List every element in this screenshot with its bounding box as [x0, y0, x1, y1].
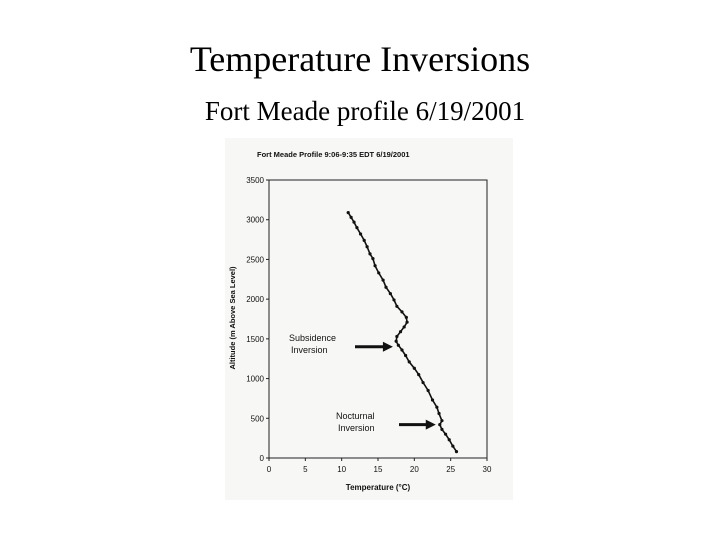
data-point [440, 427, 444, 432]
data-point [358, 232, 363, 236]
data-point [430, 398, 435, 402]
chart-title: Fort Meade Profile 9:06-9:35 EDT 6/19/20… [257, 150, 410, 159]
data-point [381, 278, 385, 282]
x-tick-label: 15 [374, 465, 383, 474]
data-point [377, 271, 381, 275]
data-point [435, 405, 439, 409]
y-tick-label: 3500 [246, 176, 264, 185]
data-point [412, 366, 416, 370]
data-point [349, 215, 353, 219]
data-point [437, 411, 441, 416]
y-tick-label: 2500 [246, 255, 264, 264]
annotation-label: Inversion [338, 423, 375, 433]
y-axis-label: Altitude (m Above Sea Level) [228, 266, 237, 370]
data-point [447, 438, 451, 442]
annotation-arrow-head [425, 419, 436, 430]
data-point [400, 310, 404, 314]
data-point [365, 245, 369, 249]
slide-title: Temperature Inversions [189, 39, 531, 79]
x-tick-label: 0 [267, 465, 272, 474]
data-point [421, 380, 425, 385]
data-point [355, 226, 359, 230]
plot-frame [268, 179, 488, 459]
data-point [384, 285, 388, 289]
x-axis-label: Temperature (°C) [346, 483, 411, 492]
data-point [400, 348, 404, 352]
data-point [368, 252, 372, 256]
annotation-label: Nocturnal [336, 411, 375, 421]
data-point [438, 423, 442, 427]
data-point [417, 373, 421, 377]
x-tick-label: 10 [337, 465, 346, 474]
data-point [402, 325, 406, 329]
x-tick-label: 30 [483, 465, 492, 474]
data-point [395, 334, 399, 339]
annotation-label: Subsidence [289, 333, 336, 343]
data-point [404, 315, 408, 320]
x-tick-label: 25 [446, 465, 455, 474]
y-tick-label: 0 [260, 454, 265, 463]
y-tick-label: 1000 [246, 375, 264, 384]
data-point [371, 257, 375, 261]
data-point [407, 360, 411, 364]
data-point [373, 264, 377, 268]
slide-subtitle: Fort Meade profile 6/19/2001 [204, 96, 526, 126]
annotation-label: Inversion [291, 345, 328, 355]
annotation-arrow-head [382, 341, 393, 352]
data-point [394, 339, 398, 343]
x-tick-label: 5 [303, 465, 308, 474]
data-point [388, 291, 392, 296]
data-point [451, 444, 455, 448]
data-point [405, 320, 409, 324]
data-point [404, 353, 408, 358]
data-point [426, 388, 430, 393]
data-point [398, 330, 403, 334]
data-point [454, 450, 459, 454]
y-tick-label: 1500 [246, 335, 264, 344]
temperature-profile-chart: Fort Meade Profile 9:06-9:35 EDT 6/19/20… [228, 150, 492, 492]
data-point [392, 298, 396, 302]
data-point [440, 419, 444, 423]
data-point [443, 432, 448, 436]
chart-image: Fort Meade Profile 9:06-9:35 EDT 6/19/20… [225, 138, 513, 500]
data-point [396, 343, 400, 347]
y-tick-label: 2000 [246, 295, 264, 304]
data-point [346, 210, 350, 215]
data-point [352, 220, 356, 224]
y-tick-label: 500 [251, 414, 265, 423]
data-point [395, 304, 399, 308]
x-tick-label: 20 [410, 465, 419, 474]
data-point [362, 238, 366, 242]
y-tick-label: 3000 [246, 216, 264, 225]
